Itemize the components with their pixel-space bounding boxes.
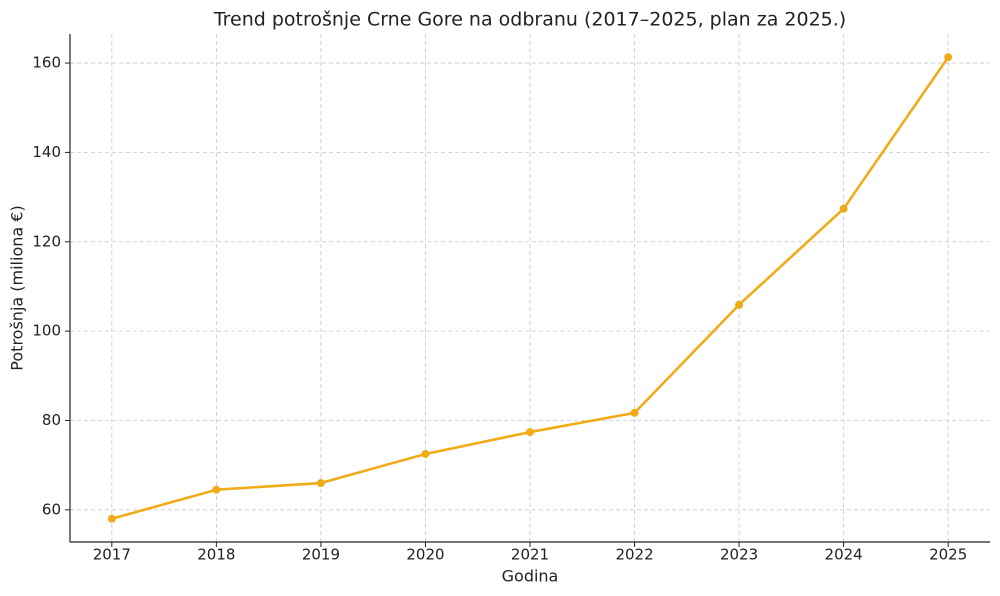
x-tick-label: 2024: [825, 546, 863, 564]
x-tick-label: 2022: [615, 546, 653, 564]
x-tick-label: 2021: [511, 546, 549, 564]
y-tick-label: 120: [32, 232, 61, 250]
x-tick-label: 2019: [302, 546, 340, 564]
data-point: [107, 514, 116, 523]
x-tick-label: 2025: [929, 546, 967, 564]
x-tick-label: 2018: [197, 546, 235, 564]
data-point: [839, 204, 848, 213]
data-point: [316, 479, 325, 488]
data-point: [630, 408, 639, 417]
data-point: [735, 300, 744, 309]
y-tick-label: 60: [42, 500, 61, 518]
data-point: [944, 53, 953, 62]
x-tick-label: 2017: [93, 546, 131, 564]
y-tick-label: 100: [32, 322, 61, 340]
y-tick-label: 140: [32, 143, 61, 161]
data-point: [212, 485, 221, 494]
data-point: [526, 428, 534, 437]
data-point: [421, 449, 430, 458]
chart-title: Trend potrošnje Crne Gore na odbranu (20…: [213, 9, 846, 31]
x-axis-label: Godina: [502, 567, 559, 586]
y-axis-label: Potrošnja (miliona €): [8, 205, 27, 370]
x-tick-label: 2023: [720, 546, 758, 564]
y-tick-label: 80: [42, 411, 61, 429]
y-tick-label: 160: [32, 54, 61, 72]
x-tick-label: 2020: [406, 546, 444, 564]
